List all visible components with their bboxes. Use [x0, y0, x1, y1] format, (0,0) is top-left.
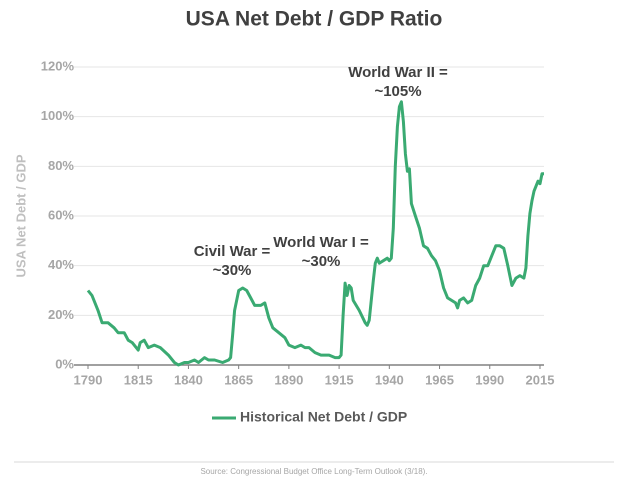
x-tick-label: 1915 [325, 372, 354, 387]
y-tick-label: 80% [48, 158, 74, 173]
y-tick-label: 40% [48, 257, 74, 272]
x-tick-label: 1940 [375, 372, 404, 387]
annotation: Civil War = [194, 243, 271, 260]
annotation: ~105% [374, 83, 421, 100]
x-tick-label: 1965 [425, 372, 454, 387]
source: Source: Congressional Budget Office Long… [200, 467, 427, 476]
x-tick-label: 2015 [526, 372, 555, 387]
legend-label: Historical Net Debt / GDP [240, 409, 407, 425]
y-tick-label: 0% [55, 356, 74, 371]
x-tick-label: 1865 [224, 372, 253, 387]
annotation: ~30% [213, 262, 252, 279]
chart-title: USA Net Debt / GDP Ratio [186, 8, 443, 31]
x-tick-label: 1890 [274, 372, 303, 387]
annotation: World War II = [348, 64, 448, 81]
y-tick-label: 120% [41, 58, 75, 73]
x-tick-label: 1990 [475, 372, 504, 387]
line-series [86, 100, 544, 367]
annotation: World War I = [273, 234, 369, 251]
x-tick-label: 1790 [74, 372, 103, 387]
x-tick-label: 1840 [174, 372, 203, 387]
y-tick-label: 60% [48, 207, 74, 222]
annotation: ~30% [302, 253, 341, 270]
y-tick-label: 20% [48, 307, 74, 322]
x-tick-label: 1815 [124, 372, 153, 387]
y-axis-label: USA Net Debt / GDP [13, 154, 28, 277]
y-tick-label: 100% [41, 108, 75, 123]
